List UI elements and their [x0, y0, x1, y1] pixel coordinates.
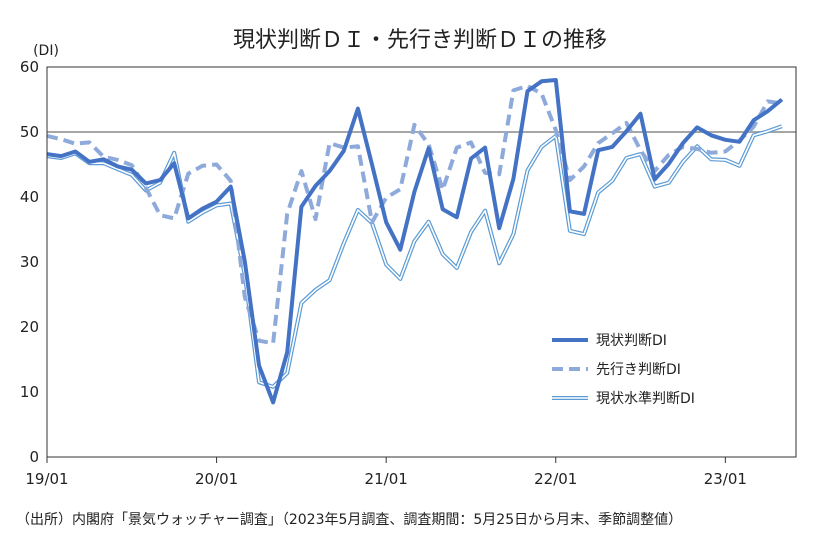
- x-axis-ticks: 19/01 20/01 21/01 22/01 23/01: [25, 457, 747, 488]
- legend-label: 先行き判断DI: [596, 362, 681, 378]
- y-tick-label: 0: [29, 448, 39, 466]
- legend-item: 先行き判断DI: [552, 362, 681, 378]
- series-3: [46, 124, 783, 389]
- x-tick-label: 23/01: [704, 470, 747, 488]
- y-tick-label: 60: [20, 58, 39, 76]
- legend-item: 現状判断DI: [552, 333, 667, 349]
- legend-label: 現状判断DI: [596, 333, 667, 349]
- y-axis-unit-label: (DI): [33, 43, 59, 59]
- chart-title: 現状判断ＤＩ・先行き判断ＤＩの推移: [233, 28, 607, 53]
- series-1: [46, 78, 784, 405]
- y-tick-label: 10: [20, 383, 39, 401]
- y-tick-label: 30: [20, 253, 39, 271]
- source-note: （出所）内閣府「景気ウォッチャー調査」（2023年5月調査、調査期間：5月25日…: [16, 511, 682, 528]
- series-2: [46, 83, 783, 346]
- y-tick-label: 50: [20, 123, 39, 141]
- x-tick-label: 21/01: [365, 470, 408, 488]
- y-tick-label: 40: [20, 188, 39, 206]
- series-line-outer: [46, 124, 783, 389]
- series-line: [46, 78, 784, 405]
- series-line: [46, 83, 783, 346]
- legend: 現状判断DI 先行き判断DI 現状水準判断DI: [552, 333, 695, 407]
- series-line-inner: [46, 125, 783, 388]
- plot-area-frame: [46, 66, 797, 458]
- x-tick-label: 20/01: [195, 470, 238, 488]
- series-layer: [46, 78, 784, 405]
- y-tick-label: 20: [20, 318, 39, 336]
- legend-label: 現状水準判断DI: [596, 391, 695, 407]
- x-tick-label: 22/01: [534, 470, 577, 488]
- x-tick-label: 19/01: [25, 470, 68, 488]
- y-axis-ticks: 0 10 20 30 40 50 60: [20, 58, 39, 466]
- legend-item: 現状水準判断DI: [552, 391, 695, 407]
